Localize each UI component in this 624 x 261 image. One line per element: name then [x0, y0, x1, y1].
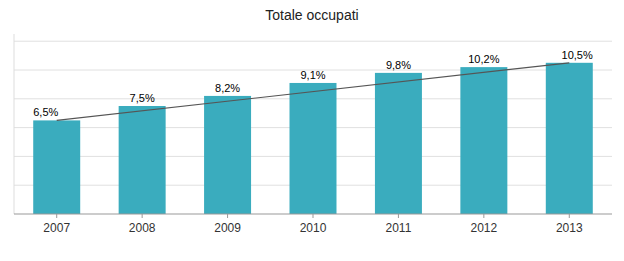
x-tick-label: 2012: [471, 221, 498, 235]
x-tick-label: 2007: [43, 221, 70, 235]
x-tick: [142, 214, 143, 218]
data-label: 10,2%: [468, 53, 499, 65]
bar: [204, 96, 251, 214]
x-tick-label: 2013: [556, 221, 583, 235]
x-tick: [569, 214, 570, 218]
data-label: 7,5%: [130, 92, 155, 104]
x-tick: [56, 214, 57, 218]
bar: [290, 83, 337, 214]
grid-line: [14, 41, 612, 42]
data-label: 10,5%: [562, 49, 593, 61]
title: Totale occupati: [265, 7, 358, 23]
data-label: 8,2%: [215, 82, 240, 94]
x-tick-label: 2011: [386, 221, 412, 235]
bar: [460, 67, 507, 214]
chart: Totale occupati2007200820092010201120122…: [0, 0, 624, 261]
x-tick: [313, 214, 314, 218]
x-axis: 2007 2008 2009 2010 2011 2012 2013: [43, 214, 583, 235]
marks: [33, 63, 593, 214]
data-label: 9,1%: [300, 69, 325, 81]
x-tick: [398, 214, 399, 218]
x-tick-label: 2008: [129, 221, 156, 235]
bar: [119, 106, 166, 214]
data-label: 6,5%: [33, 106, 58, 118]
trend-line: [57, 63, 570, 121]
x-tick-label: 2009: [214, 221, 241, 235]
data-label: 9,8%: [386, 59, 411, 71]
x-tick-label: 2010: [300, 221, 327, 235]
x-tick: [227, 214, 228, 218]
y-axis-line: [14, 34, 15, 214]
bar: [546, 63, 593, 214]
bar: [375, 73, 422, 214]
x-tick: [483, 214, 484, 218]
bar: [33, 120, 80, 214]
data-labels: 6,5% 7,5% 8,2% 9,1% 9,8% 10,2% 10,5%: [33, 49, 593, 119]
